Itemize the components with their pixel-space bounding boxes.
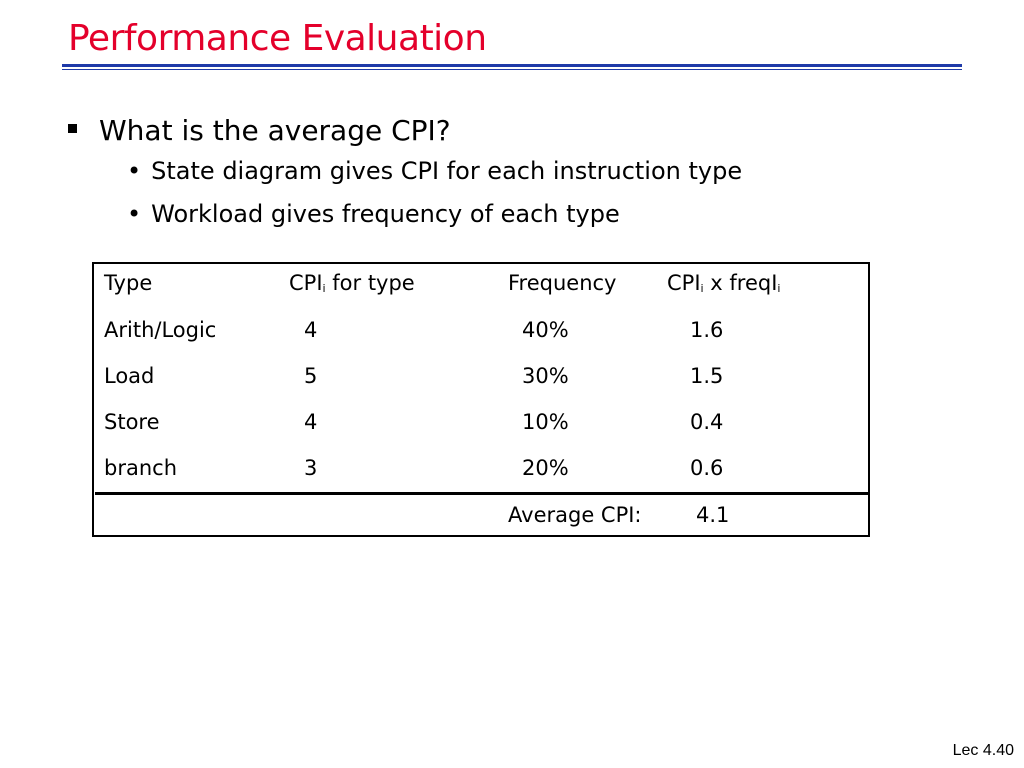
sub-bullet: • State diagram gives CPI for each instru… xyxy=(127,157,742,185)
main-bullet-text: What is the average CPI? xyxy=(99,114,451,147)
average-cpi-label: Average CPI: xyxy=(508,503,642,527)
slide-title: Performance Evaluation xyxy=(68,18,487,59)
row-frequency: 40% xyxy=(522,318,569,342)
dot-bullet-icon: • xyxy=(127,157,142,185)
header-cpi-text: CPI xyxy=(289,271,323,295)
row-type: Arith/Logic xyxy=(104,318,217,342)
slide-number: Lec 4.40 xyxy=(952,742,1014,759)
header-product-subscript: i xyxy=(700,282,704,295)
header-product: CPIi x freqIi xyxy=(667,271,780,295)
sub-bullet-text: State diagram gives CPI for each instruc… xyxy=(151,157,743,185)
sub-bullet-text: Workload gives frequency of each type xyxy=(151,200,620,228)
main-bullet: What is the average CPI? xyxy=(68,114,451,147)
row-cpi: 5 xyxy=(304,364,318,388)
header-cpi-subscript: i xyxy=(322,282,326,295)
row-product: 1.5 xyxy=(690,364,724,388)
row-product: 1.6 xyxy=(690,318,724,342)
average-cpi-value: 4.1 xyxy=(696,503,730,527)
row-cpi: 4 xyxy=(304,410,318,434)
cpi-table xyxy=(92,262,870,537)
dot-bullet-icon: • xyxy=(127,200,142,228)
title-underline-thick xyxy=(62,64,962,67)
row-product: 0.6 xyxy=(690,456,724,480)
sub-bullet: • Workload gives frequency of each type xyxy=(127,200,620,228)
header-product-subscript: i xyxy=(777,282,781,295)
row-cpi: 3 xyxy=(304,456,318,480)
row-type: Load xyxy=(104,364,155,388)
header-cpi: CPIi for type xyxy=(289,271,415,295)
square-bullet-icon xyxy=(68,123,77,133)
table-total-separator xyxy=(95,492,868,495)
row-product: 0.4 xyxy=(690,410,724,434)
title-underline-thin xyxy=(62,69,962,70)
row-frequency: 10% xyxy=(522,410,569,434)
row-type: branch xyxy=(104,456,177,480)
header-type: Type xyxy=(104,271,153,295)
row-cpi: 4 xyxy=(304,318,318,342)
header-frequency: Frequency xyxy=(508,271,617,295)
row-type: Store xyxy=(104,410,160,434)
row-frequency: 30% xyxy=(522,364,569,388)
header-product-text: CPI xyxy=(667,271,701,295)
header-cpi-suffix: for type xyxy=(325,271,415,295)
row-frequency: 20% xyxy=(522,456,569,480)
header-product-mid: x freqI xyxy=(703,271,778,295)
